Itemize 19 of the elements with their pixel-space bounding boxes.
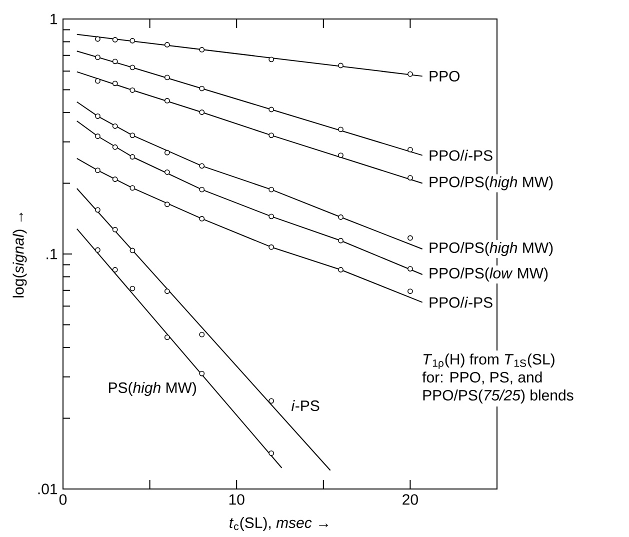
x-tick-label: 10 bbox=[229, 494, 244, 505]
series-label: i-PS bbox=[291, 400, 320, 412]
y-tick-label: .01 bbox=[38, 484, 58, 494]
y-tick-label: 1 bbox=[50, 14, 58, 24]
x-tick-label: 0 bbox=[59, 494, 67, 505]
series-label: PPO bbox=[430, 70, 460, 82]
annotation: for: PPO, PS, and bbox=[422, 372, 542, 384]
series-label: PPO/i-PS bbox=[430, 150, 492, 161]
series-label: PS(high MW) bbox=[108, 382, 196, 396]
x-axis-title: t$_{c}$(SL), msec → bbox=[230, 517, 328, 531]
series-label: PPO/i-PS bbox=[430, 296, 492, 308]
series-label: PPO/PS(low MW) bbox=[430, 268, 548, 282]
x-tick-label: 20 bbox=[402, 494, 418, 505]
y-tick-label: .1 bbox=[46, 248, 58, 260]
series-label: PPO/PS(high MW) bbox=[430, 176, 553, 190]
series-label: PPO/PS(high MW) bbox=[430, 242, 553, 256]
annotation: PPO/PS(75/25) blends bbox=[423, 390, 574, 404]
annotation: T$_{1ρ}$(H) from T$_{1S}$(SL) bbox=[423, 354, 554, 369]
y-axis-title: log(signal) → bbox=[12, 212, 27, 298]
